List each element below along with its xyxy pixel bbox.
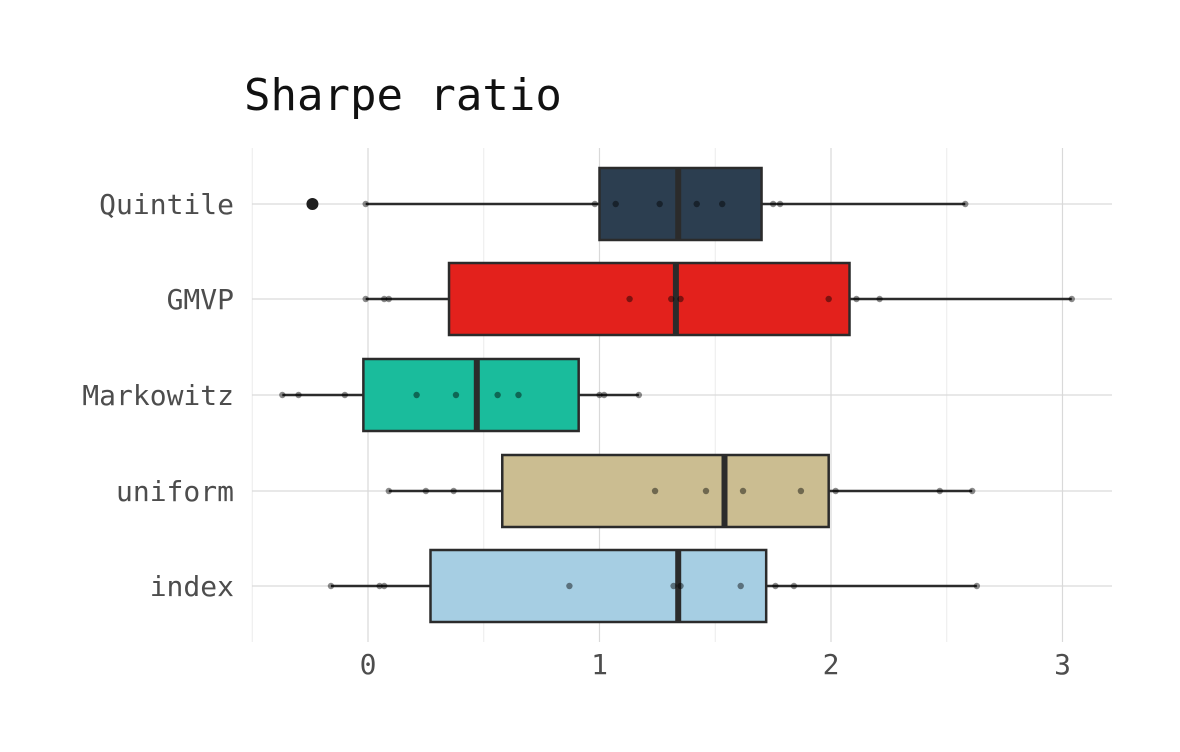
x-tick-label: 3 <box>1054 648 1071 681</box>
data-point <box>797 487 805 495</box>
data-point <box>327 582 335 590</box>
box-rect <box>447 261 851 337</box>
data-point <box>381 582 388 590</box>
box-markowitz <box>279 357 643 433</box>
data-point <box>969 487 976 495</box>
category-label: Quintile <box>99 188 234 221</box>
data-point <box>668 295 675 303</box>
category-label: GMVP <box>167 283 234 316</box>
data-point <box>413 391 420 399</box>
data-point <box>362 295 369 303</box>
box-gmvp <box>362 261 1075 337</box>
x-tick-label: 1 <box>591 648 608 681</box>
data-point <box>656 200 663 208</box>
data-point <box>739 487 747 495</box>
data-point <box>376 582 383 590</box>
data-point <box>591 200 599 208</box>
data-point <box>790 582 798 590</box>
data-point <box>596 391 603 399</box>
data-point <box>362 200 369 208</box>
data-point <box>853 295 860 303</box>
data-point <box>962 200 969 208</box>
x-tick-label: 0 <box>360 648 377 681</box>
data-point <box>279 391 286 399</box>
data-point <box>776 200 784 208</box>
box-uniform <box>385 453 976 529</box>
data-point <box>677 582 684 590</box>
data-point <box>341 391 349 399</box>
x-tick-labels: 0 1 2 3 <box>360 648 1071 681</box>
data-point <box>635 391 643 399</box>
box-rect <box>501 453 830 529</box>
data-point <box>651 487 659 495</box>
category-label: uniform <box>116 475 234 508</box>
data-point <box>385 295 393 303</box>
data-point <box>832 487 839 495</box>
data-point <box>566 582 573 590</box>
category-label: index <box>150 570 234 603</box>
box-series <box>279 166 1075 624</box>
data-point <box>450 487 457 495</box>
data-point <box>452 391 460 399</box>
data-point <box>381 295 388 303</box>
category-label: Markowitz <box>82 379 234 412</box>
data-point <box>936 487 944 495</box>
box-rect <box>429 548 768 624</box>
box-index <box>327 548 981 624</box>
data-point <box>973 582 981 590</box>
data-point <box>670 582 677 590</box>
box-rect <box>362 357 580 433</box>
data-point <box>702 487 710 495</box>
box-quintile <box>306 166 969 242</box>
data-point <box>737 582 744 590</box>
outlier-point <box>306 198 319 210</box>
category-labels: Quintile GMVP Markowitz uniform index <box>82 188 234 603</box>
x-tick-label: 2 <box>823 648 840 681</box>
data-point <box>825 295 832 303</box>
data-point <box>677 295 684 303</box>
data-point <box>295 391 302 399</box>
data-point <box>612 200 619 208</box>
data-point <box>772 582 779 590</box>
data-point <box>494 391 501 399</box>
chart-title: Sharpe ratio <box>244 70 562 121</box>
data-point <box>385 487 393 495</box>
data-point <box>515 391 522 399</box>
data-point <box>718 200 726 208</box>
data-point <box>422 487 430 495</box>
data-point <box>769 200 777 208</box>
data-point <box>876 295 883 303</box>
data-point <box>600 391 608 399</box>
data-point <box>1068 295 1075 303</box>
data-point <box>693 200 700 208</box>
data-point <box>626 295 633 303</box>
